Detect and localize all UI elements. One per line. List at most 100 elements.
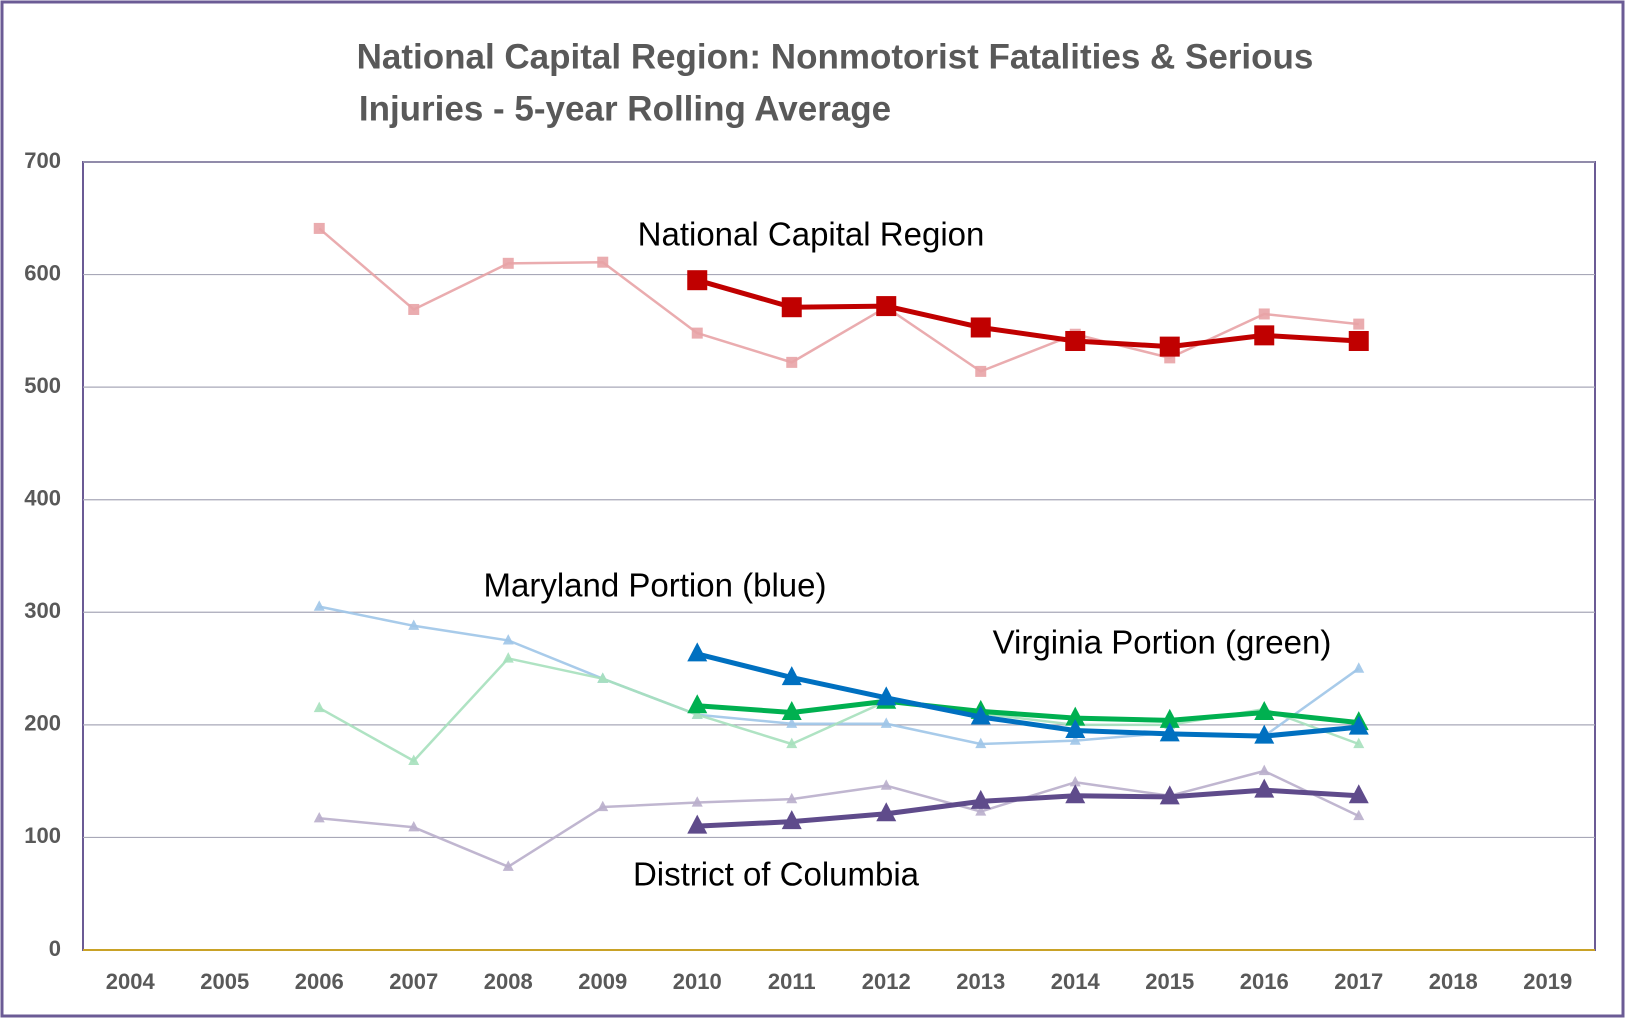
x-tick-label: 2015 (1145, 969, 1194, 994)
y-tick-label: 400 (24, 486, 61, 511)
y-tick-label: 100 (24, 823, 61, 848)
x-tick-label: 2009 (578, 969, 627, 994)
marker (1164, 352, 1176, 364)
x-tick-label: 2019 (1523, 969, 1572, 994)
marker (1159, 722, 1180, 742)
marker (1258, 764, 1270, 776)
marker (786, 717, 798, 728)
marker (876, 296, 897, 317)
marker (1065, 330, 1086, 351)
marker (786, 356, 798, 368)
marker (502, 257, 514, 269)
marker (975, 737, 987, 749)
x-tick-label: 2006 (295, 969, 344, 994)
marker (876, 686, 897, 706)
series-line (318, 227, 1359, 373)
marker (970, 705, 991, 725)
x-tick-label: 2008 (484, 969, 533, 994)
x-tick-label: 2010 (673, 969, 722, 994)
marker (597, 672, 609, 683)
marker (1353, 809, 1365, 821)
marker (781, 810, 802, 830)
marker (786, 737, 798, 749)
marker (970, 789, 991, 809)
marker (687, 694, 708, 714)
x-tick-label: 2012 (862, 969, 911, 994)
y-tick-label: 200 (24, 711, 61, 736)
y-tick-label: 700 (24, 148, 61, 173)
series-line (697, 698, 1360, 726)
marker (880, 779, 892, 790)
marker (1065, 718, 1086, 738)
series-line (319, 769, 1360, 868)
marker (408, 820, 420, 832)
chart-title: National Capital Region: Nonmotorist Fat… (357, 37, 1314, 76)
marker (597, 800, 609, 812)
y-tick-label: 0 (49, 936, 61, 961)
x-tick-label: 2007 (389, 969, 438, 994)
x-tick-label: 2016 (1240, 969, 1289, 994)
marker (1065, 784, 1086, 804)
marker (313, 600, 325, 611)
marker (1254, 325, 1275, 346)
marker (786, 792, 798, 804)
marker (975, 365, 987, 377)
marker (502, 634, 514, 645)
x-tick-label: 2004 (106, 969, 156, 994)
marker (691, 708, 703, 719)
marker (408, 619, 420, 630)
chart-title: Injuries - 5-year Rolling Average (359, 89, 891, 128)
x-tick-label: 2014 (1051, 969, 1101, 994)
y-tick-label: 300 (24, 598, 61, 623)
marker (880, 717, 892, 728)
marker (691, 327, 703, 339)
marker (687, 642, 708, 662)
marker (781, 297, 802, 318)
marker (1348, 330, 1369, 351)
y-tick-label: 500 (24, 373, 61, 398)
marker (1353, 737, 1365, 749)
marker (313, 701, 325, 713)
marker (1159, 785, 1180, 805)
marker (1254, 700, 1275, 720)
marker (408, 754, 420, 766)
marker (687, 270, 708, 291)
annotation: District of Columbia (633, 856, 920, 893)
marker (1254, 778, 1275, 798)
x-tick-label: 2011 (768, 969, 816, 994)
marker (1159, 336, 1180, 357)
series-line (696, 277, 1359, 350)
marker (1159, 708, 1180, 728)
annotation: National Capital Region (638, 216, 985, 253)
series-line (318, 657, 1360, 763)
marker (1254, 724, 1275, 744)
x-tick-label: 2005 (200, 969, 249, 994)
marker (1258, 308, 1270, 320)
marker (1065, 706, 1086, 726)
marker (781, 700, 802, 720)
annotation: Virginia Portion (green) (993, 624, 1332, 661)
marker (597, 256, 609, 268)
x-tick-label: 2013 (956, 969, 1005, 994)
marker (970, 317, 991, 338)
marker (1348, 715, 1369, 735)
series-line (697, 787, 1359, 829)
marker (1069, 734, 1081, 745)
marker (876, 802, 897, 822)
marker (687, 814, 708, 834)
annotation: Maryland Portion (blue) (484, 567, 827, 604)
marker (1069, 775, 1081, 787)
y-tick-label: 600 (24, 260, 61, 285)
marker (1348, 784, 1369, 804)
series-line (696, 651, 1359, 739)
marker (313, 222, 325, 234)
marker (502, 652, 514, 663)
marker (691, 796, 703, 807)
marker (1353, 662, 1365, 673)
x-tick-label: 2018 (1429, 969, 1478, 994)
marker (1353, 318, 1365, 330)
marker (313, 811, 325, 823)
marker (408, 303, 420, 315)
